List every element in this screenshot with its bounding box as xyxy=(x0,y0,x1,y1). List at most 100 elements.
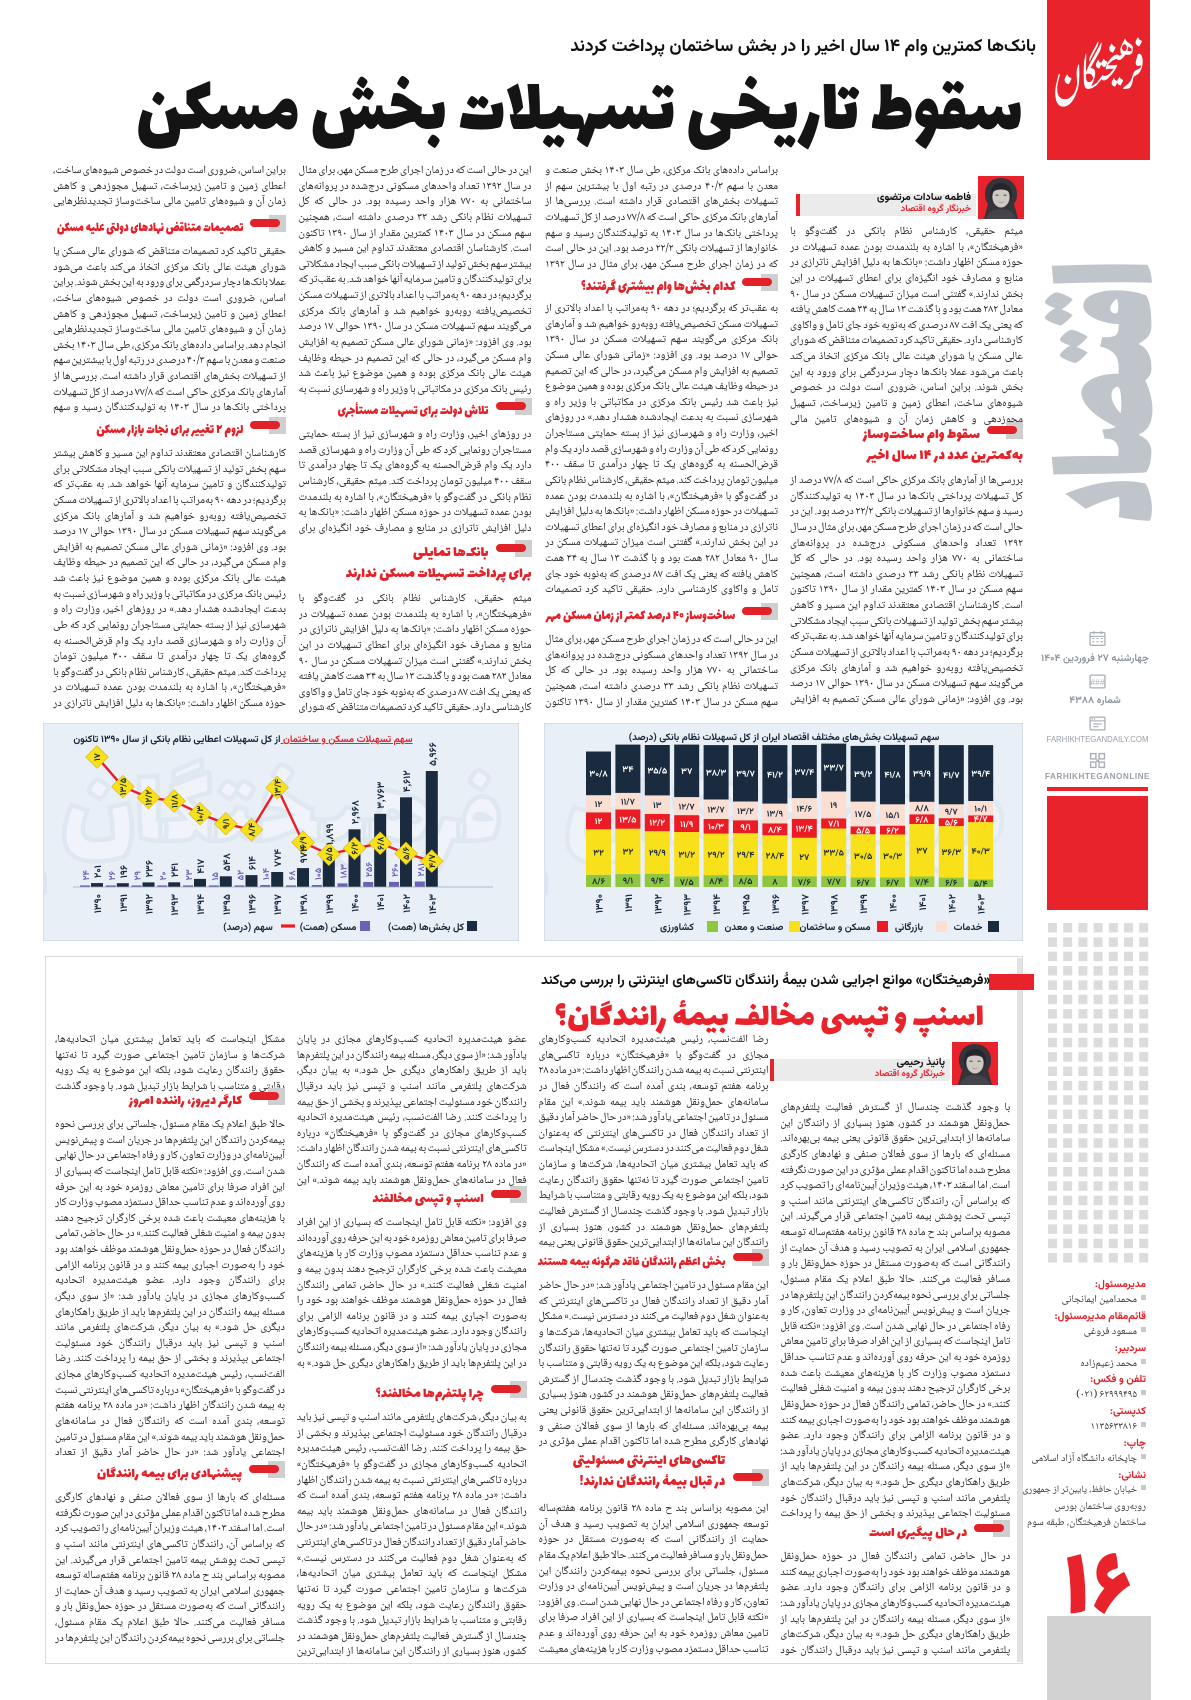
svg-text:۱۰/۳: ۱۰/۳ xyxy=(708,821,724,835)
svg-text:خدمات: خدمات xyxy=(954,921,983,936)
svg-text:۲,۹۶۸: ۲,۹۶۸ xyxy=(350,800,365,824)
svg-text:۳۴: ۳۴ xyxy=(622,763,633,777)
svg-text:۳۹/۴: ۳۹/۴ xyxy=(971,767,990,781)
svg-text:۱۲: ۱۲ xyxy=(595,798,603,812)
svg-text:۲۹: ۲۹ xyxy=(132,871,146,880)
svg-text:سهم تسهیلات بخش‌های مختلف اقتص: سهم تسهیلات بخش‌های مختلف اقتصاد ایران ا… xyxy=(629,731,940,746)
svg-text:۴۱/۷: ۴۱/۷ xyxy=(943,769,960,783)
svg-text:۶/۷: ۶/۷ xyxy=(857,876,871,890)
svg-text:۱۴۰۱: ۱۴۰۱ xyxy=(917,894,932,911)
svg-text:۸/۶: ۸/۶ xyxy=(592,875,606,889)
svg-text:۱۲/۷: ۱۲/۷ xyxy=(679,800,696,814)
svg-text:مسکن و ساختمان: مسکن و ساختمان xyxy=(799,921,870,936)
svg-text:۳۶/۳: ۳۶/۳ xyxy=(941,846,961,860)
svg-text:۳۲: ۳۲ xyxy=(623,846,634,860)
svg-text:۸: ۸ xyxy=(772,876,778,890)
svg-text:۷/۶: ۷/۶ xyxy=(798,876,812,890)
svg-text:۱۱/۹: ۱۱/۹ xyxy=(680,818,693,832)
svg-text:۲۰: ۲۰ xyxy=(157,872,171,881)
svg-text:۱۳۹۶: ۱۳۹۶ xyxy=(247,894,262,914)
svg-text:۸/۸: ۸/۸ xyxy=(915,802,930,816)
svg-text:۶۱۴: ۶۱۴ xyxy=(247,856,262,870)
svg-text:۷۷۴: ۷۷۴ xyxy=(272,849,287,867)
svg-text:۲۳: ۲۳ xyxy=(183,869,197,880)
svg-text:۱۳۹۴: ۱۳۹۴ xyxy=(195,894,210,915)
svg-text:۵۲: ۵۲ xyxy=(235,870,249,880)
svg-text:۱۳۹۳: ۱۳۹۳ xyxy=(682,894,697,916)
svg-text:۱۷/۵: ۱۷/۵ xyxy=(855,808,872,822)
svg-text:۲۶۰: ۲۶۰ xyxy=(389,863,403,876)
svg-text:۱۳۹۸: ۱۳۹۸ xyxy=(298,894,313,915)
svg-text:۶/۲: ۶/۲ xyxy=(349,842,363,855)
svg-text:۴۰/۳: ۴۰/۳ xyxy=(972,845,990,859)
svg-text:کل بخش‌ها (همت): کل بخش‌ها (همت) xyxy=(388,921,465,936)
svg-text:۱۵: ۱۵ xyxy=(209,872,223,881)
svg-text:۱۳/۴: ۱۳/۴ xyxy=(796,823,813,837)
svg-text:۳۷: ۳۷ xyxy=(681,765,693,779)
svg-text:۶/۶: ۶/۶ xyxy=(945,877,958,891)
svg-text:۱۴۰۲: ۱۴۰۲ xyxy=(946,893,961,912)
svg-text:۱۳۹۲: ۱۳۹۲ xyxy=(144,893,159,914)
svg-text:۱۰/۳: ۱۰/۳ xyxy=(194,806,208,822)
svg-text:۱۳۹۵: ۱۳۹۵ xyxy=(741,894,756,915)
svg-text:بازرگانی: بازرگانی xyxy=(895,921,923,936)
svg-text:۱۳۹۰: ۱۳۹۰ xyxy=(92,894,107,913)
svg-text:۴/۷: ۴/۷ xyxy=(426,854,440,868)
svg-text:۹۷۴: ۹۷۴ xyxy=(298,846,313,863)
svg-text:۱۴/۶: ۱۴/۶ xyxy=(796,803,812,817)
svg-text:۴۱/۸: ۴۱/۸ xyxy=(884,769,901,783)
svg-text:۱۳۹۷: ۱۳۹۷ xyxy=(272,894,287,915)
svg-text:۱۴۰۱: ۱۴۰۱ xyxy=(375,894,390,911)
svg-text:۳۰/۵: ۳۰/۵ xyxy=(854,850,872,864)
svg-text:۸/۵: ۸/۵ xyxy=(739,875,753,889)
svg-text:۴۱/۲: ۴۱/۲ xyxy=(767,769,783,783)
svg-text:۱۳۹۳: ۱۳۹۳ xyxy=(169,894,184,916)
svg-text:۱۳/۴: ۱۳/۴ xyxy=(271,779,285,796)
svg-text:۱۴۰۲: ۱۴۰۲ xyxy=(401,893,416,912)
svg-text:farhikhtegan: farhikhtegan xyxy=(43,850,53,906)
svg-text:۲۶: ۲۶ xyxy=(106,871,120,881)
svg-text:۲۴: ۲۴ xyxy=(80,870,94,881)
svg-text:۲۹/۹: ۲۹/۹ xyxy=(649,847,666,861)
svg-text:۵/۶: ۵/۶ xyxy=(945,816,959,830)
svg-text:۵/۵: ۵/۵ xyxy=(856,825,870,839)
svg-text:سهم تسهیلات مسکن و ساختمان از: سهم تسهیلات مسکن و ساختمان از کل تسهیلات… xyxy=(73,733,412,748)
svg-text:۳۹/۹: ۳۹/۹ xyxy=(913,768,931,782)
svg-text:۱۳۹۹: ۱۳۹۹ xyxy=(324,894,339,914)
svg-text:۱۳۹۱: ۱۳۹۱ xyxy=(118,894,133,912)
svg-text:۳۳/۷: ۳۳/۷ xyxy=(823,762,844,776)
svg-text:۳۰/۸: ۳۰/۸ xyxy=(589,768,608,782)
svg-text:مسکن (همت): مسکن (همت) xyxy=(300,921,357,936)
svg-text:۹/۱: ۹/۱ xyxy=(740,821,751,835)
svg-text:۳۹/۲: ۳۹/۲ xyxy=(854,768,873,782)
svg-text:۹/۱: ۹/۱ xyxy=(623,875,634,889)
svg-text:۱۹۶: ۱۹۶ xyxy=(118,865,133,878)
svg-text:۳۵/۵: ۳۵/۵ xyxy=(647,764,667,778)
svg-text:۳۷: ۳۷ xyxy=(916,844,928,858)
svg-text:۲۸/۴: ۲۸/۴ xyxy=(766,850,785,864)
svg-text:۱۳۹۷: ۱۳۹۷ xyxy=(799,894,814,915)
svg-text:۴۱۷: ۴۱۷ xyxy=(195,859,210,874)
svg-text:۶/۸: ۶/۸ xyxy=(915,813,929,827)
svg-text:۱۰۵: ۱۰۵ xyxy=(312,867,326,880)
svg-text:۲۹/۴: ۲۹/۴ xyxy=(737,848,755,862)
svg-text:۱۳/۵: ۱۳/۵ xyxy=(619,813,636,827)
svg-text:۲۰۱: ۲۰۱ xyxy=(92,865,107,878)
svg-text:۲۳۶: ۲۳۶ xyxy=(144,860,159,877)
svg-text:۳۷/۴: ۳۷/۴ xyxy=(794,766,814,780)
svg-text:۱۳۹۴: ۱۳۹۴ xyxy=(711,894,726,915)
svg-text:۵/۶: ۵/۶ xyxy=(400,846,414,860)
svg-text:۳۹/۷: ۳۹/۷ xyxy=(736,768,756,782)
svg-text:۵/۵: ۵/۵ xyxy=(323,847,337,861)
svg-text:۶/۲: ۶/۲ xyxy=(886,824,899,838)
svg-text:۱۳۹۰: ۱۳۹۰ xyxy=(594,894,609,913)
svg-text:###: ### xyxy=(1090,677,1104,687)
svg-text:۱۳۹۱: ۱۳۹۱ xyxy=(623,894,638,912)
svg-text:۱۴۰۳: ۱۴۰۳ xyxy=(976,894,991,914)
svg-text:۷/۵: ۷/۵ xyxy=(680,876,694,890)
svg-text:۲۸۱: ۲۸۱ xyxy=(415,863,429,876)
svg-text:۳۱/۲: ۳۱/۲ xyxy=(678,848,695,862)
svg-text:۱,۸۹۹: ۱,۸۹۹ xyxy=(324,823,339,845)
svg-text:۷/۴: ۷/۴ xyxy=(915,876,929,890)
svg-text:صنعت و معدن: صنعت و معدن xyxy=(725,921,784,936)
